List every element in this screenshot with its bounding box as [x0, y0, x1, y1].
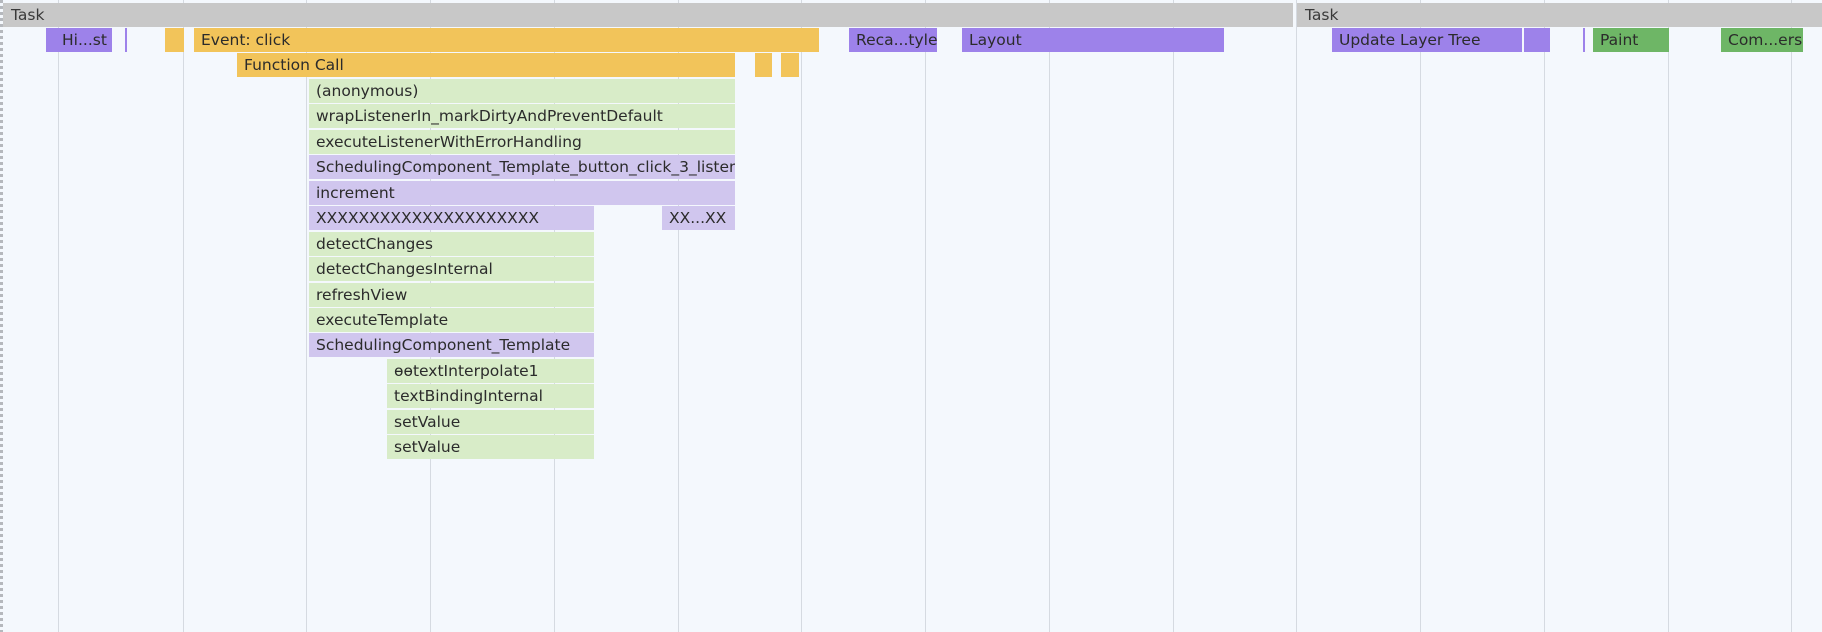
task-label: Task: [1305, 6, 1339, 24]
small-render-event[interactable]: [1524, 28, 1550, 52]
frame-label: SchedulingComponent_Template: [316, 336, 571, 354]
gridline: [1791, 0, 1792, 632]
text-interpolate-frame[interactable]: ɵɵtextInterpolate1: [387, 359, 594, 383]
event-label: Com...ers: [1728, 31, 1803, 49]
small-render-event[interactable]: [1583, 28, 1585, 52]
frame-label: SchedulingComponent_Template_button_clic…: [316, 158, 735, 176]
small-script-event[interactable]: [165, 28, 184, 52]
task-bar-1[interactable]: Task: [3, 3, 1293, 27]
paint-event[interactable]: Paint: [1593, 28, 1669, 52]
event-label: Update Layer Tree: [1339, 31, 1481, 49]
frame-label: detectChanges: [316, 235, 434, 253]
frame-label: wrapListenerIn_markDirtyAndPreventDefaul…: [316, 107, 663, 125]
gridline: [1173, 0, 1174, 632]
update-layer-tree-event[interactable]: Update Layer Tree: [1332, 28, 1522, 52]
set-value-frame[interactable]: setValue: [387, 410, 594, 434]
gridline: [1420, 0, 1421, 632]
refresh-view-frame[interactable]: refreshView: [309, 283, 594, 307]
task-label: Task: [11, 6, 45, 24]
frame-label: Function Call: [244, 56, 344, 74]
frame-label: XX...XX: [669, 209, 727, 227]
scroll-edge: [0, 0, 3, 632]
hit-test-event[interactable]: Hi...st: [46, 28, 112, 52]
execute-listener-frame[interactable]: executeListenerWithErrorHandling: [309, 130, 735, 154]
gridline: [1296, 0, 1297, 632]
gridline: [183, 0, 184, 632]
composite-layers-event[interactable]: Com...ers: [1721, 28, 1803, 52]
frame-label: refreshView: [316, 286, 408, 304]
frame-label: executeListenerWithErrorHandling: [316, 133, 582, 151]
frame-label: XXXXXXXXXXXXXXXXXXXXX: [316, 209, 539, 227]
increment-frame[interactable]: increment: [309, 181, 735, 205]
detect-changes-frame[interactable]: detectChanges: [309, 232, 594, 256]
gridline: [1668, 0, 1669, 632]
xxx-short-frame[interactable]: XX...XX: [662, 206, 735, 230]
gridline: [1544, 0, 1545, 632]
task-bar-2[interactable]: Task: [1297, 3, 1822, 27]
anonymous-frame[interactable]: (anonymous): [309, 79, 735, 103]
text-binding-internal-frame[interactable]: textBindingInternal: [387, 384, 594, 408]
execute-template-frame[interactable]: executeTemplate: [309, 308, 594, 332]
frame-label: setValue: [394, 438, 461, 456]
event-label: Event: click: [201, 31, 291, 49]
gridline: [801, 0, 802, 632]
frame-label: detectChangesInternal: [316, 260, 493, 278]
event-click-bar[interactable]: Event: click: [194, 28, 819, 52]
gridline: [58, 0, 59, 632]
event-label: Layout: [969, 31, 1022, 49]
event-label: Hi...st: [62, 31, 107, 49]
frame-label: textBindingInternal: [394, 387, 543, 405]
recalc-style-event[interactable]: Reca...tyle: [849, 28, 937, 52]
small-script-event[interactable]: [755, 53, 772, 77]
component-template-frame[interactable]: SchedulingComponent_Template: [309, 333, 594, 357]
event-label: Paint: [1600, 31, 1639, 49]
small-script-event[interactable]: [781, 53, 799, 77]
gridline: [925, 0, 926, 632]
frame-label: setValue: [394, 413, 461, 431]
xxx-long-frame[interactable]: XXXXXXXXXXXXXXXXXXXXX: [309, 206, 594, 230]
click-listener-frame[interactable]: SchedulingComponent_Template_button_clic…: [309, 155, 735, 179]
wrap-listener-frame[interactable]: wrapListenerIn_markDirtyAndPreventDefaul…: [309, 104, 735, 128]
gridline: [306, 0, 307, 632]
layout-event[interactable]: Layout: [962, 28, 1224, 52]
function-call-bar[interactable]: Function Call: [237, 53, 735, 77]
small-render-event[interactable]: [125, 28, 127, 52]
event-label: Reca...tyle: [856, 31, 937, 49]
frame-label: ɵɵtextInterpolate1: [394, 362, 539, 380]
frame-label: executeTemplate: [316, 311, 449, 329]
set-value-frame[interactable]: setValue: [387, 435, 594, 459]
frame-label: (anonymous): [316, 82, 419, 100]
detect-changes-internal-frame[interactable]: detectChangesInternal: [309, 257, 594, 281]
gridline: [1049, 0, 1050, 632]
gridline: [678, 0, 679, 632]
frame-label: increment: [316, 184, 395, 202]
